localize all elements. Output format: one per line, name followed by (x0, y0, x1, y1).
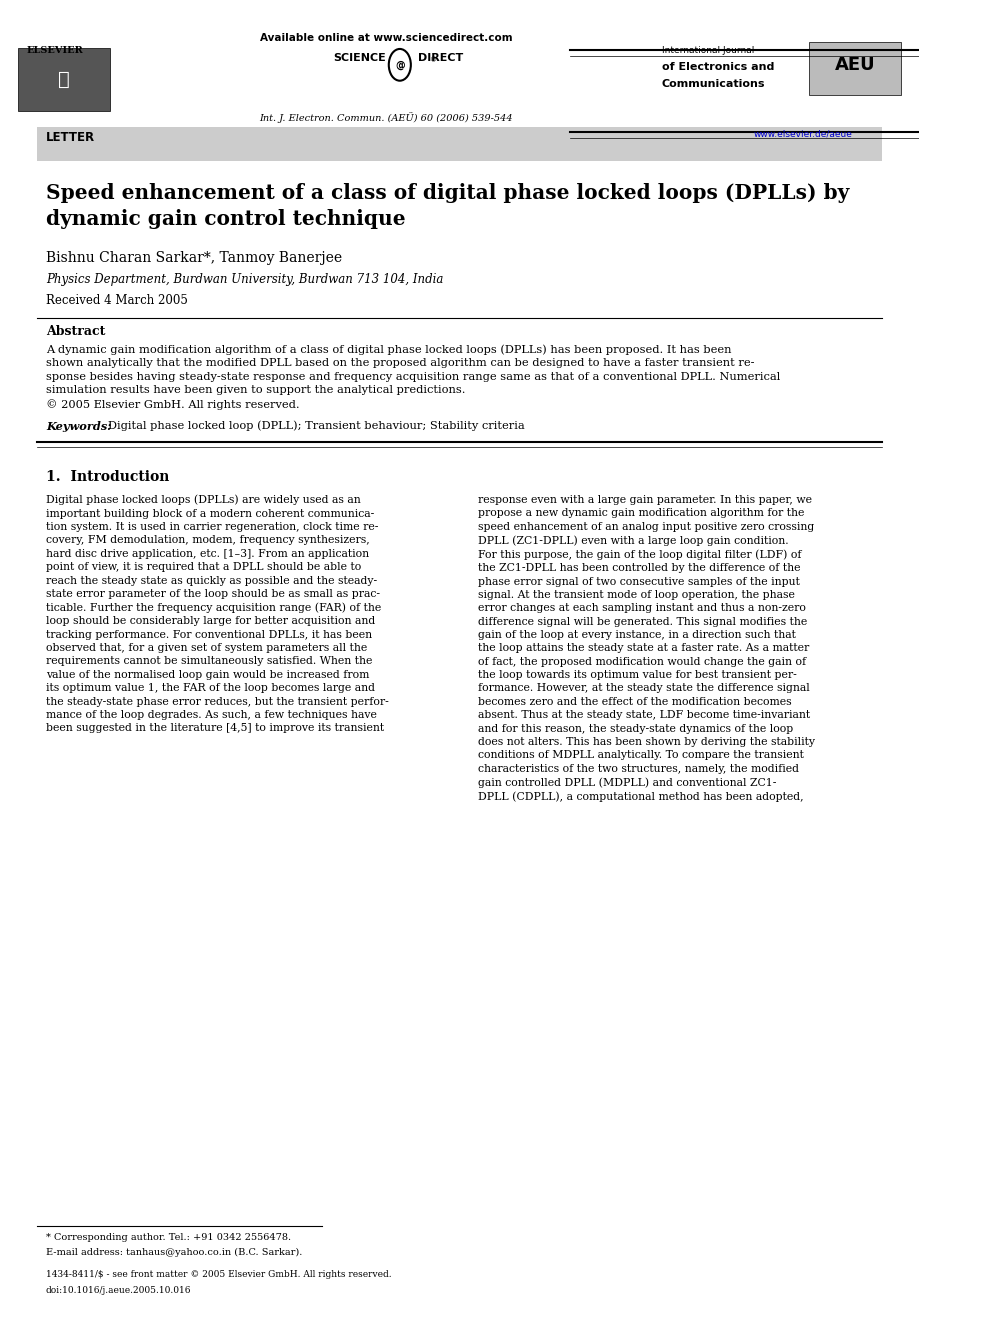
Text: Digital phase locked loops (DPLLs) are widely used as an
important building bloc: Digital phase locked loops (DPLLs) are w… (46, 495, 389, 733)
Text: ELSEVIER: ELSEVIER (27, 46, 83, 56)
Text: International Journal: International Journal (662, 46, 754, 56)
Text: www.elsevier.de/aeue: www.elsevier.de/aeue (754, 130, 852, 139)
Text: LETTER: LETTER (46, 131, 95, 144)
Text: A dynamic gain modification algorithm of a class of digital phase locked loops (: A dynamic gain modification algorithm of… (46, 344, 780, 410)
Text: Digital phase locked loop (DPLL); Transient behaviour; Stability criteria: Digital phase locked loop (DPLL); Transi… (108, 421, 525, 431)
Text: ®: ® (431, 57, 437, 64)
Bar (37, 127, 882, 161)
Text: Int. J. Electron. Commun. (AEÜ) 60 (2006) 539-544: Int. J. Electron. Commun. (AEÜ) 60 (2006… (259, 112, 513, 123)
FancyBboxPatch shape (808, 42, 901, 95)
Text: AEU: AEU (834, 56, 875, 74)
Bar (19, 48, 110, 111)
Text: * Corresponding author. Tel.: +91 0342 2556478.: * Corresponding author. Tel.: +91 0342 2… (46, 1233, 291, 1242)
Text: Communications: Communications (662, 79, 765, 90)
Text: Keywords:: Keywords: (46, 421, 111, 431)
Text: Abstract: Abstract (46, 325, 105, 339)
Text: 🌳: 🌳 (59, 70, 70, 89)
Text: Available online at www.sciencedirect.com: Available online at www.sciencedirect.co… (260, 33, 512, 44)
Text: @: @ (395, 60, 405, 70)
Text: Speed enhancement of a class of digital phase locked loops (DPLLs) by
dynamic ga: Speed enhancement of a class of digital … (46, 183, 849, 229)
Text: SCIENCE: SCIENCE (333, 53, 386, 64)
Text: Received 4 March 2005: Received 4 March 2005 (46, 294, 187, 307)
Text: response even with a large gain parameter. In this paper, we
propose a new dynam: response even with a large gain paramete… (478, 495, 815, 802)
Text: 1434-8411/$ - see front matter © 2005 Elsevier GmbH. All rights reserved.: 1434-8411/$ - see front matter © 2005 El… (46, 1270, 392, 1279)
Text: E-mail address: tanhaus@yahoo.co.in (B.C. Sarkar).: E-mail address: tanhaus@yahoo.co.in (B.C… (46, 1248, 303, 1257)
Text: 1.  Introduction: 1. Introduction (46, 470, 170, 484)
Text: doi:10.1016/j.aeue.2005.10.016: doi:10.1016/j.aeue.2005.10.016 (46, 1286, 191, 1295)
Text: Bishnu Charan Sarkar*, Tanmoy Banerjee: Bishnu Charan Sarkar*, Tanmoy Banerjee (46, 251, 342, 266)
Text: of Electronics and: of Electronics and (662, 62, 774, 73)
Text: DIRECT: DIRECT (419, 53, 463, 64)
Text: Physics Department, Burdwan University, Burdwan 713 104, India: Physics Department, Burdwan University, … (46, 273, 443, 286)
